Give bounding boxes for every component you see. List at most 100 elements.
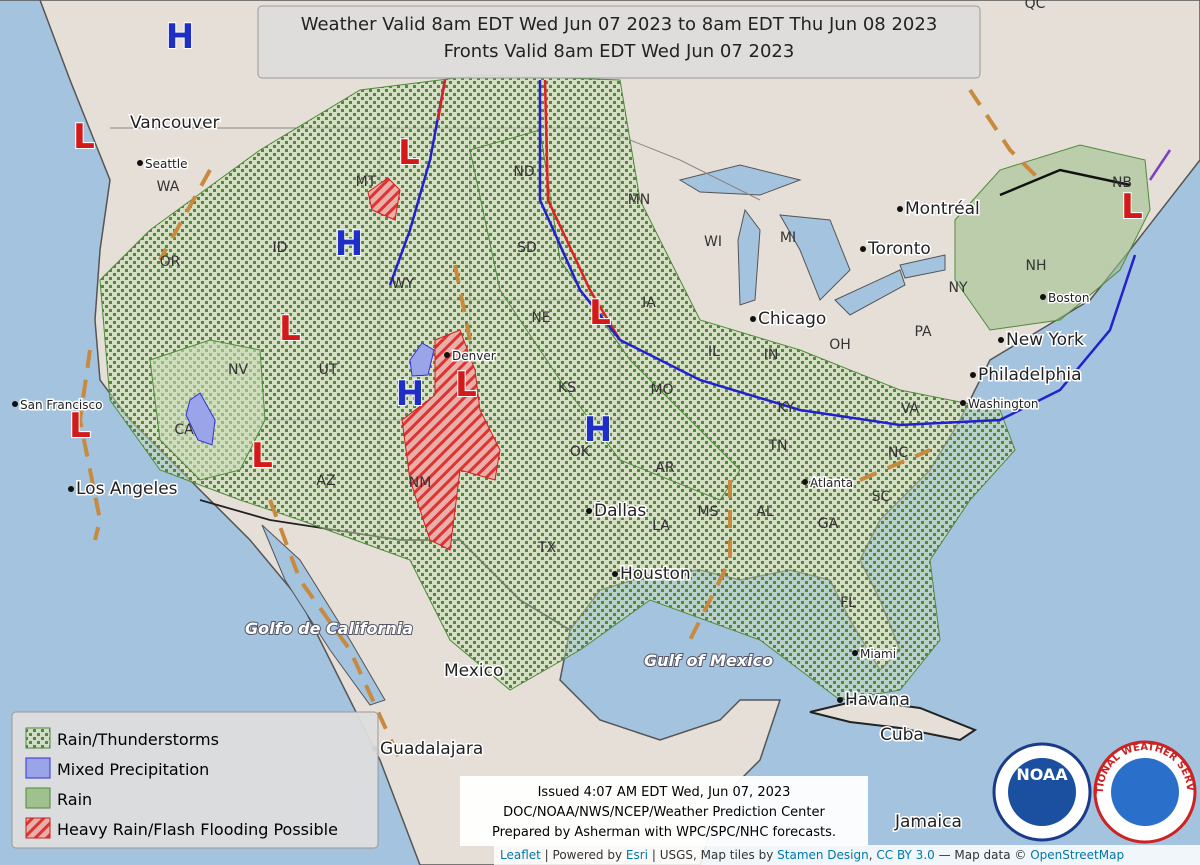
noaa-text: NOAA <box>1016 765 1068 784</box>
region-label: UT <box>319 362 338 378</box>
region-label: QC <box>1025 0 1046 12</box>
legend-label: Heavy Rain/Flash Flooding Possible <box>57 820 338 839</box>
region-label: WA <box>157 179 180 195</box>
region-label: OH <box>829 337 851 353</box>
pressure-center: H <box>335 224 363 264</box>
region-label: SC <box>872 489 891 505</box>
region-label: MI <box>780 230 796 246</box>
region-label: AZ <box>316 473 335 489</box>
place-label: Washington <box>968 397 1039 411</box>
labels: QC NB WA OR ID MT WY NV UT CA AZ NM ND SD NE KS OK TX MN IA… <box>12 0 1144 834</box>
place-label: Boston <box>1048 291 1089 305</box>
city-dot <box>998 337 1004 343</box>
legend-background <box>11 711 379 849</box>
region-label: IL <box>708 344 720 360</box>
region-label: PA <box>914 324 932 340</box>
attribution-link: Stamen Design <box>777 848 869 862</box>
region-label: NE <box>531 310 550 326</box>
region-label: NV <box>228 362 248 378</box>
title-background <box>257 5 981 79</box>
city-dot <box>960 400 966 406</box>
place-label: Seattle <box>145 157 187 171</box>
subtitle: Fronts Valid 8am EDT Wed Jun 07 2023 <box>444 41 795 62</box>
place-label: Vancouver <box>130 113 220 133</box>
legend: Rain/Thunderstorms Mixed Precipitation R… <box>11 711 379 849</box>
region-label: NY <box>948 280 967 296</box>
attribution-link: CC BY 3.0 <box>876 848 934 862</box>
place-label: Houston <box>620 564 691 584</box>
pressure-center: H <box>396 374 424 414</box>
city-dot <box>802 479 808 485</box>
attribution-text: , <box>869 848 877 862</box>
place-label: Toronto <box>867 239 931 259</box>
place-label: Philadelphia <box>978 365 1082 385</box>
place-label: Dallas <box>594 501 646 521</box>
fronts <box>388 79 1172 427</box>
city-dot <box>612 571 618 577</box>
attribution-link: OpenStreetMap <box>1030 848 1124 862</box>
legend-swatch <box>25 817 51 839</box>
pressure-center: L <box>455 365 477 405</box>
region-label: IN <box>764 347 779 363</box>
region-label: TX <box>537 540 557 556</box>
region-label: LA <box>652 518 670 534</box>
place-label: Chicago <box>758 309 826 329</box>
issued-line: DOC/NOAA/NWS/NCEP/Weather Prediction Cen… <box>503 805 825 820</box>
region-label: NC <box>888 445 908 461</box>
attribution-link: Leaflet <box>500 848 541 862</box>
city-dot <box>837 697 843 703</box>
place-label: Los Angeles <box>76 479 178 499</box>
place-label: Gulf of Mexico <box>644 651 773 670</box>
issued-box: Issued 4:07 AM EDT Wed, Jun 07, 2023 DOC… <box>460 776 868 846</box>
troughs <box>77 88 1042 761</box>
region-label: OR <box>160 254 181 270</box>
legend-label: Rain/Thunderstorms <box>57 730 219 749</box>
noaa-logo-inner <box>1008 758 1076 826</box>
pressure-center: L <box>279 309 301 349</box>
pressure-center: L <box>398 133 420 173</box>
pressure-center: H <box>584 410 612 450</box>
region-label: NM <box>409 475 432 491</box>
region-label: GA <box>818 516 839 532</box>
legend-swatch <box>25 727 51 749</box>
legend-label: Rain <box>57 790 92 809</box>
title-box: Weather Valid 8am EDT Wed Jun 07 2023 to… <box>257 5 981 79</box>
place-label: Atlanta <box>810 476 853 490</box>
region-label: SD <box>517 240 537 256</box>
city-dot <box>137 160 143 166</box>
region-label: MO <box>650 382 673 398</box>
rain-area <box>954 144 1151 331</box>
city-dot <box>970 372 976 378</box>
title: Weather Valid 8am EDT Wed Jun 07 2023 to… <box>301 14 938 35</box>
place-label: Mexico <box>444 661 503 681</box>
legend-swatch <box>25 757 51 779</box>
heavy-rain-areas <box>367 177 501 551</box>
region-label: WY <box>392 276 415 292</box>
issued-line: Issued 4:07 AM EDT Wed, Jun 07, 2023 <box>538 785 791 800</box>
city-dot <box>586 508 592 514</box>
issued-line: Prepared by Asherman with WPC/SPC/NHC fo… <box>492 825 836 840</box>
region-label: NH <box>1026 258 1047 274</box>
place-label: San Francisco <box>20 398 102 412</box>
place-label: Cuba <box>880 725 924 745</box>
city-dot <box>68 486 74 492</box>
place-label: Havana <box>845 690 910 710</box>
place-label: New York <box>1006 330 1084 350</box>
region-label: MT <box>356 174 377 190</box>
attribution-text: | USGS, Map tiles by <box>648 848 777 862</box>
legend-label: Mixed Precipitation <box>57 760 209 779</box>
region-label: MN <box>628 192 651 208</box>
place-label: Denver <box>452 349 496 363</box>
pressure-center: L <box>1121 187 1143 227</box>
city-dot <box>897 206 903 212</box>
region-label: AL <box>756 504 774 520</box>
attribution: Leaflet | Powered by Esri | USGS, Map ti… <box>500 848 1124 862</box>
nws-logo-inner <box>1111 758 1179 826</box>
region-label: VA <box>901 401 920 417</box>
city-dot <box>12 401 18 407</box>
region-label: OK <box>570 444 591 460</box>
cuba <box>809 698 978 742</box>
